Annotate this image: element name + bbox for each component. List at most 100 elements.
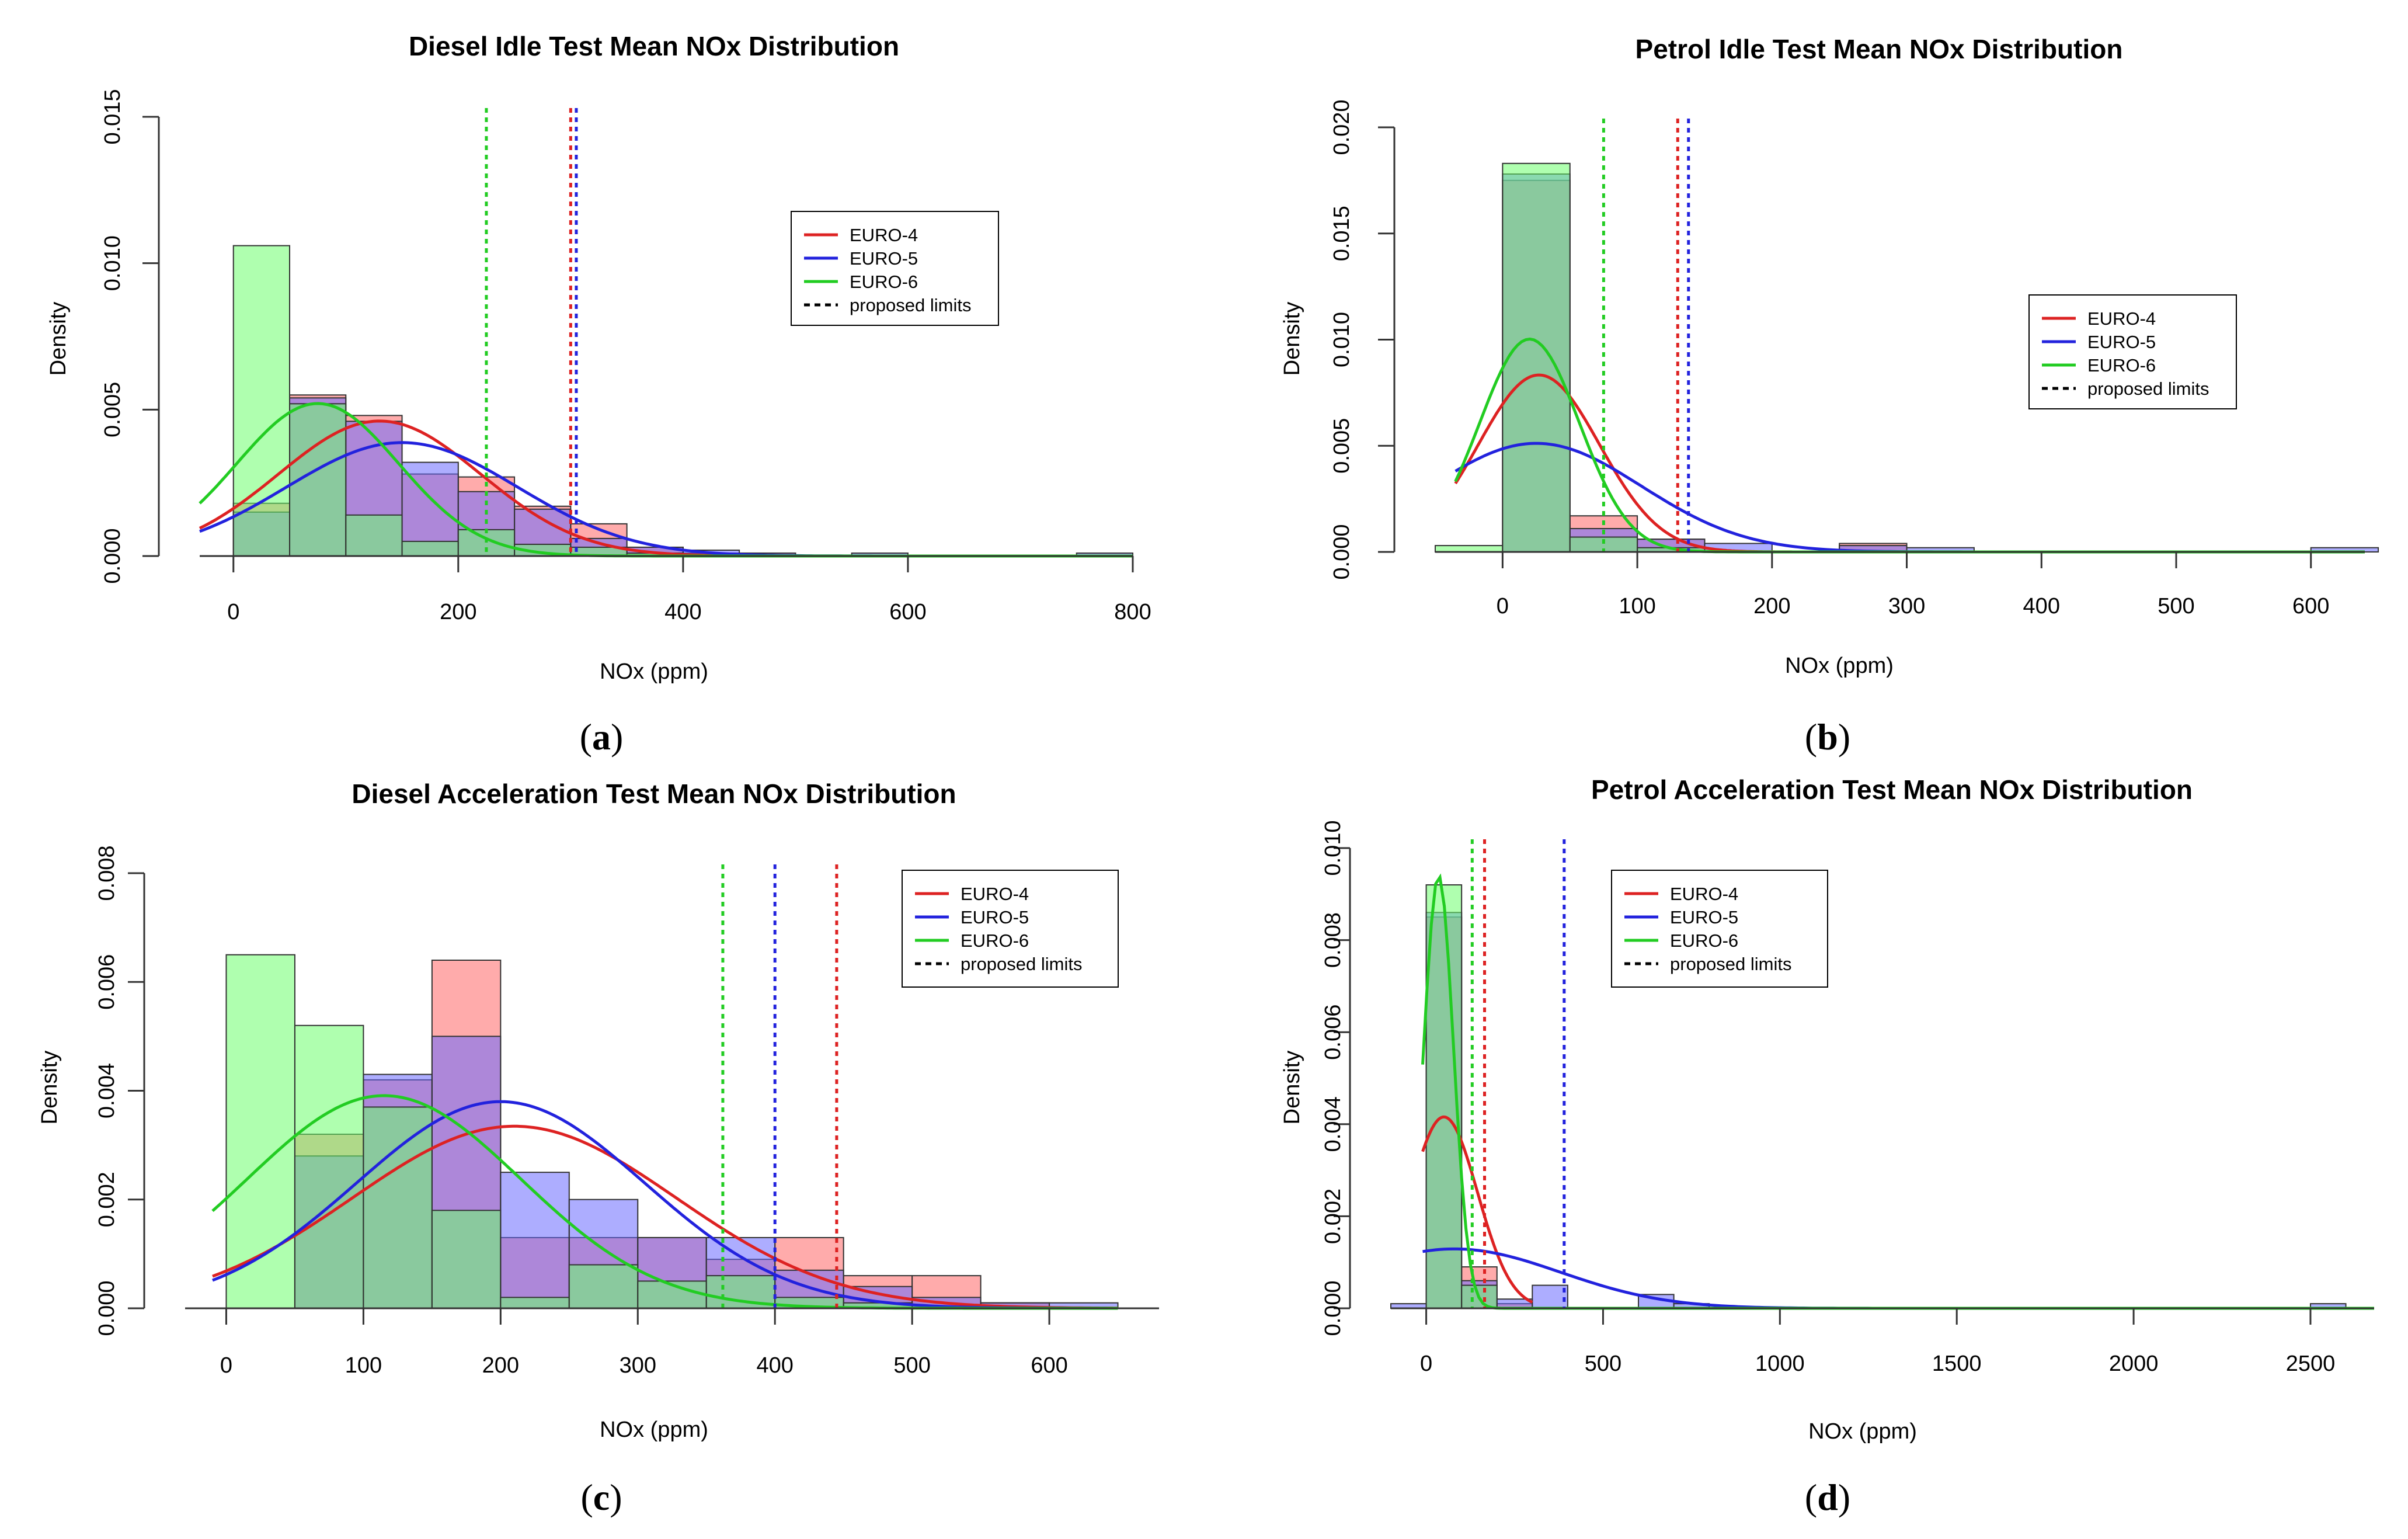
density-curve-euro4 (1421, 1115, 1533, 1304)
y-axis-label: Density (1280, 302, 1304, 376)
y-tick-label: 0.000 (95, 1280, 119, 1336)
histogram-bar-euro6 (431, 1210, 502, 1309)
x-axis: 0 500 1000 1500 2000 2500 (1391, 1307, 2374, 1376)
chart-title: Petrol Acceleration Test Mean NOx Distri… (1591, 774, 2193, 805)
x-tick-label: 100 (345, 1353, 382, 1378)
x-tick-label: 400 (756, 1353, 793, 1378)
y-axis: 0.000 0.002 0.004 0.006 0.008 (95, 845, 145, 1336)
legend-label-euro5: EURO-5 (961, 907, 1029, 927)
x-tick-label: 500 (2158, 594, 2194, 619)
panel-label: (b) (1805, 716, 1850, 758)
legend-label-euro5: EURO-5 (1670, 907, 1738, 927)
histogram-bar-euro6 (1502, 162, 1571, 553)
legend-label-limits: proposed limits (1670, 954, 1791, 974)
y-axis: 0.000 0.005 0.010 0.015 0.020 (1330, 99, 1396, 580)
x-tick-label: 200 (440, 600, 476, 624)
histogram-bar-euro6 (363, 1106, 433, 1309)
legend-label-euro6: EURO-6 (961, 930, 1029, 951)
chart-title: Petrol Idle Test Mean NOx Distribution (1636, 34, 2123, 64)
x-axis-label: NOx (ppm) (1785, 654, 1894, 678)
x-tick-label: 500 (893, 1353, 930, 1378)
plot-area: 0 500 1000 1500 2000 2500 0.000 0.002 0.004 0.006… (1321, 820, 2374, 1376)
x-tick-label: 400 (664, 600, 701, 624)
y-tick-label: 0.002 (95, 1172, 119, 1227)
chart-title: Diesel Acceleration Test Mean NOx Distri… (352, 779, 956, 809)
plot-area: 0 100 200 300 400 500 6000.0000.0050.0100.0150… (1330, 99, 2379, 619)
legend-label-euro4: EURO-4 (1670, 884, 1738, 904)
y-axis-label: Density (37, 1051, 62, 1125)
y-tick-label: 0.010 (1330, 312, 1354, 367)
chart-panel-c: Diesel Acceleration Test Mean NOx Distri… (37, 779, 1159, 1518)
x-tick-label: 600 (2292, 594, 2329, 619)
y-tick-label: 0.005 (100, 382, 125, 437)
x-tick-label: 0 (1420, 1352, 1432, 1376)
x-tick-label: 800 (1114, 600, 1151, 624)
x-tick-label: 200 (482, 1353, 519, 1378)
y-tick-label: 0.000 (1321, 1280, 1345, 1336)
y-tick-label: 0.000 (100, 528, 125, 583)
legend-box (902, 870, 1119, 988)
plot-area: 0 100 200 300 400 500 6000.0000.0020.0040.0060… (95, 845, 1159, 1378)
y-tick-label: 0.000 (1330, 524, 1354, 579)
histogram-bar-euro5 (500, 1172, 570, 1309)
y-axis-label: Density (46, 302, 71, 376)
y-tick-label: 0.008 (1321, 912, 1345, 968)
x-tick-label: 0 (1497, 594, 1509, 619)
y-tick-label: 0.015 (1330, 206, 1354, 261)
legend-box (1611, 870, 1828, 988)
y-axis: 0.000 0.005 0.010 0.015 (100, 89, 160, 584)
y-axis: 0.000 0.002 0.004 0.006 0.008 0.010 (1321, 820, 1351, 1336)
x-tick-label: 600 (1031, 1353, 1067, 1378)
legend-label-euro5: EURO-5 (850, 248, 918, 269)
legend-label-euro5: EURO-5 (2087, 332, 2156, 352)
histogram-bar-euro6 (294, 1024, 364, 1309)
y-tick-label: 0.006 (1321, 1005, 1345, 1060)
histogram-bar-euro6 (705, 1275, 776, 1309)
x-axis-label: NOx (ppm) (1808, 1419, 1917, 1444)
y-tick-label: 0.004 (1321, 1096, 1345, 1152)
y-tick-label: 0.010 (1321, 820, 1345, 876)
x-tick-label: 2000 (2109, 1352, 2159, 1376)
x-tick-label: 1000 (1755, 1352, 1805, 1376)
x-axis-label: NOx (ppm) (600, 659, 708, 684)
panel-label: (c) (580, 1477, 622, 1518)
legend-label-euro6: EURO-6 (850, 272, 918, 292)
x-axis: 0 100 200 300 400 500 600 (1435, 551, 2365, 619)
histogram-bar-euro6 (345, 514, 403, 557)
y-tick-label: 0.002 (1321, 1189, 1345, 1244)
chart-title: Diesel Idle Test Mean NOx Distribution (409, 31, 899, 61)
y-tick-label: 0.010 (100, 235, 125, 291)
panel-label: (d) (1805, 1477, 1850, 1518)
x-tick-label: 0 (227, 600, 239, 624)
y-tick-label: 0.006 (95, 954, 119, 1010)
x-tick-label: 400 (2023, 594, 2060, 619)
x-tick-label: 2500 (2286, 1352, 2336, 1376)
x-axis-label: NOx (ppm) (600, 1418, 708, 1442)
y-axis-label: Density (1280, 1051, 1304, 1125)
chart-panel-a: Diesel Idle Test Mean NOx Distribution N… (46, 31, 1151, 758)
y-tick-label: 0.004 (95, 1063, 119, 1118)
x-tick-label: 600 (889, 600, 926, 624)
x-axis: 0 100 200 300 400 500 600 (185, 1307, 1159, 1378)
x-tick-label: 0 (220, 1353, 232, 1378)
x-tick-label: 500 (1585, 1352, 1621, 1376)
histogram-bar-euro6 (225, 954, 295, 1309)
histogram-bar-euro6 (457, 529, 516, 557)
x-tick-label: 100 (1619, 594, 1655, 619)
histogram-bar-euro6 (500, 1297, 570, 1309)
histogram-bar-euro6 (232, 245, 291, 557)
legend-label-limits: proposed limits (2087, 378, 2209, 399)
plot-area: 0 200 400 600 8000.0000.0050.0100.015EURO-4E… (100, 89, 1151, 624)
legend-label-limits: proposed limits (961, 954, 1082, 974)
y-tick-label: 0.005 (1330, 418, 1354, 474)
x-tick-label: 300 (620, 1353, 656, 1378)
y-tick-label: 0.008 (95, 845, 119, 901)
y-tick-label: 0.015 (100, 89, 125, 144)
histogram-bar-euro5 (1532, 1284, 1568, 1309)
x-tick-label: 300 (1888, 594, 1925, 619)
